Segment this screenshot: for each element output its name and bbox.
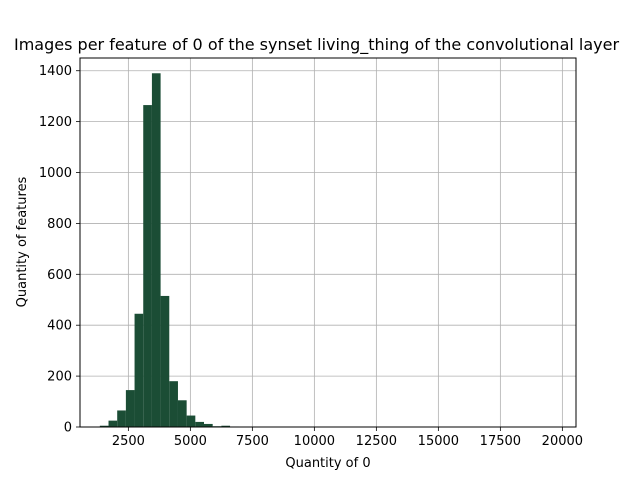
histogram-bar: [151, 73, 161, 427]
histogram-bar: [125, 390, 135, 427]
x-tick-label: 12500: [356, 434, 397, 449]
histogram-bar: [186, 415, 196, 427]
x-tick-label: 7500: [236, 434, 269, 449]
histogram-bar: [117, 410, 126, 427]
histogram-bar: [99, 425, 109, 427]
histogram-bar: [134, 313, 144, 427]
y-tick-label: 0: [64, 421, 72, 436]
x-tick-label: 15000: [418, 434, 459, 449]
x-tick-label: 2500: [112, 434, 145, 449]
chart-title: Images per feature of 0 of the synset li…: [14, 35, 619, 55]
histogram-bar: [195, 421, 204, 427]
x-axis-label: Quantity of 0: [285, 456, 370, 471]
y-tick-label: 200: [47, 370, 72, 385]
y-tick-label: 600: [47, 268, 72, 283]
x-axis-ticks: 2500 5000 7500 10000 12500 15000 17500 20000: [112, 427, 583, 449]
histogram-bar: [221, 425, 231, 427]
x-tick-label: 17500: [480, 434, 521, 449]
y-axis-ticks: 0 200 400 600 800 1000 1200 1400: [39, 64, 80, 436]
y-axis-label: Quantity of features: [15, 176, 30, 307]
y-tick-label: 800: [47, 217, 72, 232]
histogram-bar: [177, 400, 187, 427]
x-tick-label: 20000: [542, 434, 583, 449]
histogram-bar: [143, 105, 152, 427]
plot-frame: [79, 57, 577, 428]
y-tick-label: 1400: [39, 64, 72, 79]
histogram-bar: [169, 381, 178, 427]
histogram-bar: [108, 420, 118, 427]
x-tick-label: 10000: [294, 434, 335, 449]
histogram-bars: [99, 73, 554, 427]
histogram-bar: [204, 423, 213, 427]
x-tick-label: 5000: [174, 434, 207, 449]
y-tick-label: 400: [47, 319, 72, 334]
histogram-bar: [160, 295, 170, 427]
y-tick-label: 1200: [39, 115, 72, 130]
y-tick-label: 1000: [39, 166, 72, 181]
